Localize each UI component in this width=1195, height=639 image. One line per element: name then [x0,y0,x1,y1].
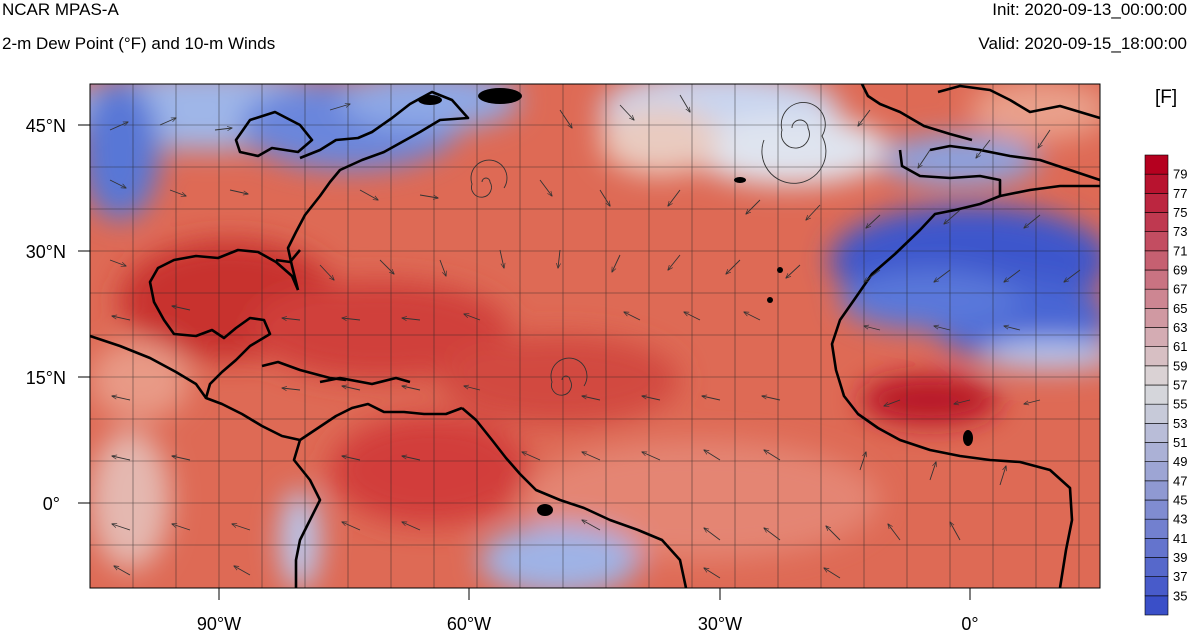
colorbar-box [1144,231,1169,252]
colorbar-box [1144,518,1169,539]
colorbar-label: 61 [1173,339,1187,354]
colorbar: 35 37 39 41 43 45 47 49 51 53 55 57 59 61 63 65 67 69 71 73… [1144,154,1187,616]
colorbar-box [1144,212,1169,232]
colorbar-box [1144,538,1169,558]
colorbar-box [1144,346,1169,367]
valid-time: Valid: 2020-09-15_18:00:00 [978,34,1187,53]
colorbar-label: 45 [1173,493,1187,508]
lat-tick-45n: 45°N [26,116,66,136]
colorbar-box [1144,365,1169,386]
colorbar-label: 43 [1173,512,1187,527]
init-time: Init: 2020-09-13_00:00:00 [992,0,1187,19]
colorbar-label: 47 [1173,473,1187,488]
colorbar-box [1144,403,1169,424]
colorbar-box [1144,269,1169,290]
colorbar-label: 77 [1173,186,1187,201]
colorbar-box [1144,384,1169,405]
colorbar-label: 79 [1173,167,1187,182]
lat-tick-30n: 30°N [26,242,66,262]
gridlines [90,84,1100,588]
map-frame [89,83,1101,589]
lon-tick-30w: 30°W [698,614,742,634]
lon-tick-0: 0° [961,614,978,634]
colorbar-box [1144,461,1169,482]
colorbar-box [1144,288,1169,309]
colorbar-label: 73 [1173,224,1187,239]
colorbar-label: 35 [1173,588,1187,603]
colorbar-label: 49 [1173,454,1187,469]
colorbar-box [1144,480,1169,501]
colorbar-box [1144,173,1169,194]
colorbar-box [1144,557,1169,577]
lat-tick-15n: 15°N [26,368,66,388]
colorbar-box [1144,499,1169,520]
colorbar-label: 71 [1173,243,1187,258]
wind-vectors [109,94,1081,579]
small-islands [418,88,973,516]
dewpoint-field [90,84,1100,588]
colorbar-label: 41 [1173,531,1187,546]
axis-ticks [78,124,971,600]
colorbar-box [1144,595,1169,616]
lat-tick-0: 0° [43,494,60,514]
colorbar-box [1144,154,1169,175]
colorbar-label: 63 [1173,320,1187,335]
colorbar-box [1144,308,1169,328]
colorbar-box [1144,576,1169,597]
colorbar-label: 59 [1173,358,1187,373]
colorbar-box [1144,423,1169,443]
colorbar-label: 57 [1173,378,1187,393]
colorbar-label: 67 [1173,282,1187,297]
colorbar-label: 69 [1173,263,1187,278]
colorbar-box [1144,442,1169,462]
colorbar-label: 37 [1173,569,1187,584]
colorbar-label: 65 [1173,301,1187,316]
field-title: 2-m Dew Point (°F) and 10-m Winds [2,34,276,53]
colorbar-label: 55 [1173,397,1187,412]
colorbar-label: 39 [1173,550,1187,565]
colorbar-box [1144,327,1169,347]
colorbar-label: 75 [1173,205,1187,220]
lon-tick-60w: 60°W [447,614,491,634]
colorbar-box [1144,193,1169,213]
model-title: NCAR MPAS-A [2,0,119,19]
colorbar-label: 51 [1173,435,1187,450]
colorbar-box [1144,250,1169,271]
lon-tick-90w: 90°W [197,614,241,634]
colorbar-unit: [F] [1155,87,1178,108]
cyclone-swirls [470,102,827,396]
colorbar-label: 53 [1173,416,1187,431]
coastlines [90,84,1100,588]
